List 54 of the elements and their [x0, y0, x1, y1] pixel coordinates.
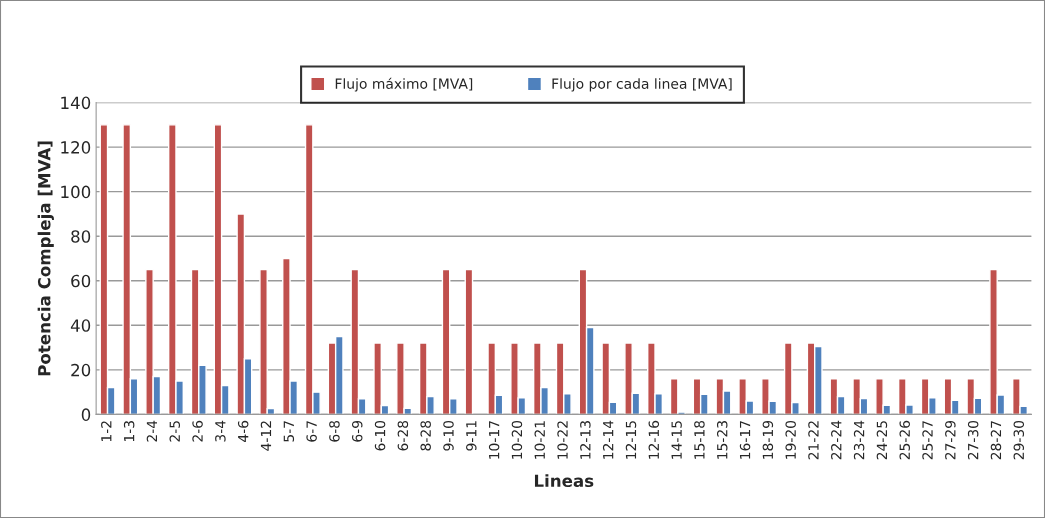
x-tick-label: 25-27 — [922, 421, 933, 460]
bar — [464, 268, 474, 415]
x-tick-label: 10-22 — [557, 421, 568, 459]
x-tick-label: 15-18 — [694, 420, 705, 459]
x-tick-label: 1-3 — [123, 421, 135, 442]
legend-label: Flujo máximo [MVA] — [335, 77, 473, 92]
x-tick-label: 12-14 — [602, 420, 614, 459]
x-tick-label: 21-22 — [808, 421, 819, 460]
x-tick-label: 8-28 — [420, 420, 431, 451]
y-axis-title: Potencia Compleja [MVA] — [37, 141, 54, 376]
x-tick-label: 23-24 — [853, 420, 865, 460]
x-tick-label: 6-10 — [374, 420, 386, 451]
x-tick-label: 12-15 — [625, 421, 637, 459]
x-tick-label: 24-25 — [876, 421, 888, 460]
y-tick-label: 40 — [70, 319, 91, 332]
x-tick-label: 5-7 — [283, 421, 295, 442]
x-tick-label: 2-4 — [146, 420, 157, 442]
y-tick-label: 80 — [71, 230, 91, 243]
x-tick-label: 10-17 — [488, 421, 500, 459]
x-tick-label: 14-15 — [671, 421, 682, 459]
x-tick-label: 12-13 — [580, 421, 591, 459]
x-tick-label: 4-12 — [260, 421, 272, 451]
x-tick-label: 28-27 — [990, 421, 1002, 460]
x-tick-label: 29-30 — [1013, 420, 1025, 460]
x-tick-label: 2-5 — [169, 421, 181, 442]
x-tick-label: 15-23 — [716, 421, 728, 459]
x-tick-label: 4-6 — [237, 420, 249, 442]
y-tick-label: 0 — [81, 408, 91, 421]
y-tick-label: 100 — [61, 185, 91, 199]
x-tick-label: 6-8 — [329, 420, 340, 442]
x-tick-label: 9-10 — [443, 420, 454, 451]
x-tick-label: 6-28 — [397, 420, 409, 451]
x-tick-label: 27-29 — [945, 420, 956, 460]
x-tick-label: 2-6 — [192, 420, 203, 442]
x-tick-label: 12-16 — [648, 420, 660, 459]
y-tick-label: 20 — [71, 363, 91, 377]
x-tick-label: 22-24 — [831, 420, 842, 460]
x-tick-label: 9-11 — [466, 421, 477, 451]
x-tick-label: 19-20 — [785, 420, 796, 459]
x-tick-label: 6-9 — [352, 420, 363, 442]
x-tick-label: 27-30 — [967, 420, 979, 460]
x-axis-title: Lineas — [534, 474, 594, 488]
x-tick-label: 1-2 — [101, 421, 112, 442]
x-tick-label: 10-20 — [511, 420, 523, 459]
y-tick-label: 140 — [61, 96, 91, 110]
legend-label: Flujo por cada linea [MVA] — [552, 78, 732, 92]
x-tick-label: 3-4 — [215, 420, 226, 442]
y-tick-label: 60 — [71, 274, 91, 288]
x-tick-label: 18-19 — [762, 420, 774, 459]
y-tick-label: 120 — [61, 141, 91, 154]
x-tick-label: 25-26 — [899, 420, 910, 460]
x-tick-label: 10-21 — [534, 421, 545, 459]
x-tick-label: 6-7 — [306, 421, 317, 442]
x-tick-label: 16-17 — [739, 421, 751, 459]
